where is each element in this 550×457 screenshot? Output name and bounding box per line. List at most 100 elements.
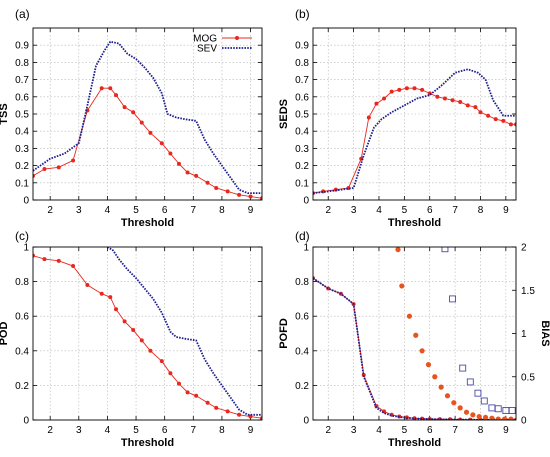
- bias-point: [466, 378, 474, 386]
- data-point: [114, 93, 119, 98]
- data-point: [214, 405, 219, 410]
- bias-point: [419, 348, 425, 354]
- bias-point: [413, 332, 419, 338]
- data-point: [56, 165, 61, 170]
- x-tick-label: 7: [191, 205, 197, 216]
- x-tick-label: 4: [376, 205, 382, 216]
- data-point: [139, 120, 144, 125]
- bias-point: [463, 409, 470, 415]
- data-point: [33, 173, 35, 178]
- data-point: [237, 192, 242, 197]
- data-point: [42, 257, 47, 262]
- bias-point: [441, 247, 449, 253]
- data-point: [501, 118, 506, 123]
- data-point: [176, 161, 181, 166]
- data-point: [185, 170, 190, 175]
- y-tick-label: 0.9: [15, 41, 29, 52]
- y-tick-label: 0.3: [15, 144, 29, 155]
- y-tick-label: 1: [303, 243, 309, 254]
- x-tick-label: 9: [503, 205, 509, 216]
- data-point: [366, 115, 371, 120]
- bias-point: [476, 413, 482, 420]
- x-tick-label: 5: [402, 205, 408, 216]
- bias-point: [451, 400, 457, 406]
- data-point: [168, 371, 173, 376]
- y-tick-label: 0.8: [295, 277, 309, 288]
- data-point: [99, 291, 104, 296]
- y-tick-label: 0: [303, 196, 309, 207]
- bias-point: [482, 414, 489, 420]
- x-tick-label: 9: [503, 425, 509, 436]
- y-tick-label: 0.3: [295, 144, 309, 155]
- y-tick-label: 0.1: [295, 178, 309, 189]
- x-tick-label: 6: [162, 205, 168, 216]
- y-tick-label: 0: [303, 416, 309, 427]
- y-tick-label: 0.2: [295, 381, 309, 392]
- data-point: [260, 196, 262, 200]
- data-point: [465, 103, 470, 108]
- data-point: [248, 194, 253, 199]
- x-tick-label: 2: [325, 425, 331, 436]
- bias-point: [406, 313, 413, 319]
- data-point: [225, 409, 230, 414]
- plot-frame: [312, 27, 517, 201]
- bias-point: [474, 389, 482, 397]
- y-tick-label: 0: [23, 196, 29, 207]
- bias-point: [508, 416, 514, 420]
- data-point: [458, 99, 463, 104]
- data-point: [42, 167, 47, 172]
- series-line-sev: [106, 247, 262, 416]
- y2-tick-label: 1: [521, 329, 527, 340]
- data-point: [397, 87, 402, 92]
- series-line-sev: [313, 68, 516, 195]
- data-point: [404, 86, 409, 91]
- y-axis-label: SEDS: [278, 99, 290, 129]
- x-tick-label: 5: [402, 425, 408, 436]
- data-point: [382, 96, 387, 101]
- y-tick-label: 0.6: [15, 92, 29, 103]
- y-tick-label: 0.7: [295, 75, 309, 86]
- y-tick-label: 0.4: [295, 127, 309, 138]
- data-point: [237, 412, 242, 417]
- y-tick-label: 0: [23, 416, 29, 427]
- x-tick-label: 8: [219, 205, 225, 216]
- bias-point: [494, 405, 502, 413]
- x-axis-label: Threshold: [388, 437, 441, 449]
- data-point: [185, 390, 190, 395]
- data-point: [71, 158, 76, 163]
- y-tick-label: 0.7: [15, 75, 29, 86]
- chart-panel-4: 2 3 4 5 6 7 8 9 0 0.2 0.4 0.6 0.8 1 0 0.5 1 1.5 2 Threshold…: [278, 229, 550, 449]
- y2-tick-label: 0: [521, 416, 527, 427]
- bias-point: [444, 393, 451, 399]
- x-tick-label: 3: [76, 205, 82, 216]
- x-tick-label: 2: [325, 205, 331, 216]
- x-tick-label: 9: [248, 425, 254, 436]
- y-tick-label: 0.4: [15, 346, 29, 357]
- x-tick-label: 4: [105, 425, 111, 436]
- y2-tick-label: 1.5: [521, 286, 535, 297]
- x-axis-label: Threshold: [121, 217, 174, 229]
- x-tick-label: 5: [133, 425, 139, 436]
- y-tick-label: 0.6: [295, 312, 309, 323]
- data-point: [108, 295, 113, 300]
- y-axis-label: POD: [0, 322, 10, 346]
- y-tick-label: 0.2: [15, 381, 29, 392]
- y-axis-label: TSS: [0, 103, 10, 124]
- series-line-sev: [313, 277, 516, 420]
- x-tick-label: 4: [376, 425, 382, 436]
- data-point: [159, 359, 164, 364]
- data-point: [131, 328, 136, 333]
- data-point: [473, 105, 478, 110]
- x-tick-label: 8: [219, 425, 225, 436]
- legend-label: SEV: [197, 44, 217, 55]
- chart-panel-3: 2 3 4 5 6 7 8 9 0 0.2 0.4 0.6 0.8 1 Threshold POD (c): [0, 229, 263, 449]
- data-point: [442, 96, 447, 101]
- series-line-mog: [313, 277, 516, 420]
- bias-point: [449, 295, 457, 303]
- data-point: [225, 189, 230, 194]
- data-point: [514, 122, 516, 127]
- data-point: [486, 113, 491, 118]
- bias-point: [425, 362, 432, 368]
- data-point: [56, 258, 61, 263]
